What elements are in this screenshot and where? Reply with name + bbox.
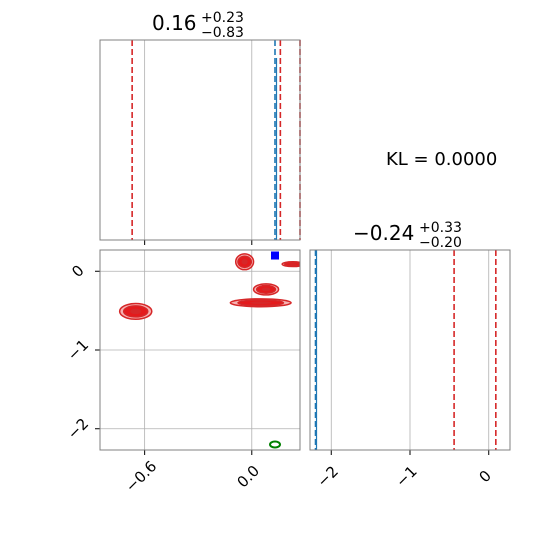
y-tick-label: −2 [64, 415, 92, 443]
x-tick-label: −2 [314, 462, 342, 490]
x-tick-label: −1 [392, 462, 420, 490]
x-tick-label: 0 [475, 467, 494, 486]
x-tick-label: 0.0 [233, 462, 263, 492]
joint-panel: −0.6 0.0 0 −1 −2 [64, 249, 301, 496]
truth-marker [271, 251, 279, 260]
axes-frame [309, 249, 511, 451]
y-tick-label: 0 [68, 262, 87, 281]
title-param-2-upper: +0.33 [419, 220, 462, 236]
axes-frame [99, 39, 301, 241]
contour-layer [118, 251, 300, 449]
contour-core [241, 259, 248, 265]
axes-frame [99, 249, 301, 451]
contour-core [289, 263, 297, 265]
title-param-2: −0.24 +0.33 −0.20 [353, 220, 462, 251]
kl-annotation: KL = 0.0000 [386, 149, 497, 170]
title-param-1-upper: +0.23 [201, 10, 244, 26]
title-param-1-value: 0.16 [152, 11, 197, 35]
marginal-panel-param-1 [99, 39, 301, 245]
green-contour [269, 440, 281, 449]
marginal-panel-param-2: −2 −1 0 [309, 249, 511, 491]
contour-core [261, 287, 271, 292]
title-param-2-lower: −0.20 [419, 235, 462, 251]
contour-core [250, 301, 272, 305]
title-param-1: 0.16 +0.23 −0.83 [152, 10, 244, 41]
x-tick-label: −0.6 [122, 457, 160, 495]
title-param-2-value: −0.24 [353, 221, 414, 245]
plot-area [100, 40, 300, 240]
y-tick-label: −1 [64, 336, 92, 364]
title-param-1-lower: −0.83 [201, 25, 244, 41]
contour-core [130, 308, 142, 315]
